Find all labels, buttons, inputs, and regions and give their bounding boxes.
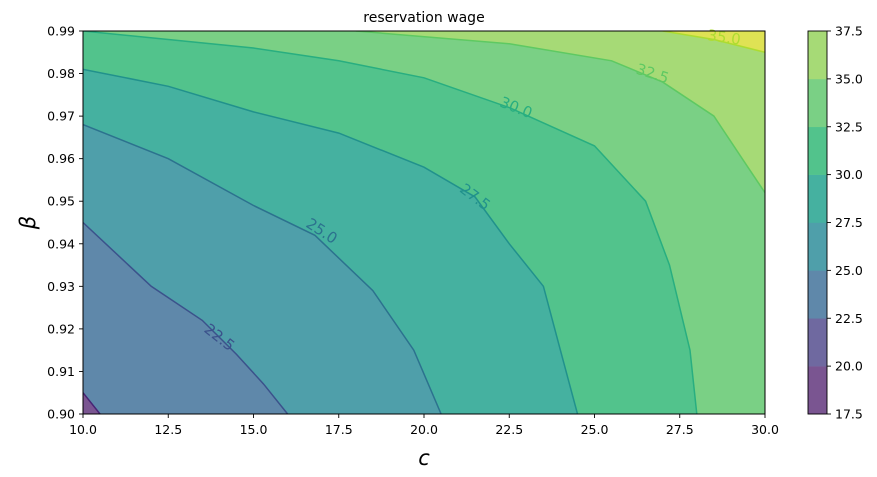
y-tick-label: 0.93 bbox=[47, 279, 75, 294]
x-tick-label: 17.5 bbox=[325, 422, 353, 437]
plot-area: 22.525.027.530.032.535.0 bbox=[82, 26, 766, 415]
x-tick-label: 30.0 bbox=[751, 422, 779, 437]
y-tick-label: 0.99 bbox=[47, 24, 75, 39]
x-tick-label: 12.5 bbox=[154, 422, 182, 437]
colorbar-tick-label: 17.5 bbox=[835, 407, 863, 422]
contour-band bbox=[355, 31, 765, 193]
contour-lines bbox=[83, 31, 765, 414]
colorbar-tick-label: 30.0 bbox=[835, 167, 863, 182]
filled-contours bbox=[83, 31, 765, 414]
y-tick-label: 0.91 bbox=[47, 364, 75, 379]
contour-line bbox=[662, 31, 765, 54]
x-tick-label: 15.0 bbox=[240, 422, 268, 437]
y-tick-label: 0.98 bbox=[47, 66, 75, 81]
y-tick-label: 0.96 bbox=[47, 151, 75, 166]
colorbar-tick-label: 22.5 bbox=[835, 311, 863, 326]
y-tick-label: 0.95 bbox=[47, 194, 75, 209]
colorbar-segment bbox=[808, 31, 827, 80]
x-axis-label: c bbox=[418, 446, 430, 470]
contour-line bbox=[83, 221, 289, 414]
colorbar-segment bbox=[808, 318, 827, 367]
colorbar-segment bbox=[808, 78, 827, 128]
y-axis: 0.90 0.91 0.92 0.93 0.94 0.95 0.96 0.97 0.98 0.99 bbox=[47, 24, 83, 422]
colorbar-segment bbox=[808, 174, 827, 223]
y-tick-label: 0.90 bbox=[47, 407, 75, 422]
chart-title: reservation wage bbox=[363, 10, 484, 26]
y-tick-label: 0.97 bbox=[47, 109, 75, 124]
x-tick-label: 22.5 bbox=[495, 422, 523, 437]
y-tick-label: 0.92 bbox=[47, 321, 75, 336]
colorbar-tick-label: 25.0 bbox=[835, 263, 863, 278]
x-tick-label: 10.0 bbox=[69, 422, 97, 437]
y-tick-label: 0.94 bbox=[47, 236, 75, 251]
contour-line bbox=[83, 123, 442, 414]
x-tick-label: 27.5 bbox=[666, 422, 694, 437]
colorbar-tick-label: 32.5 bbox=[835, 119, 863, 134]
colorbar-tick-label: 20.0 bbox=[835, 359, 863, 374]
x-tick-label: 25.0 bbox=[581, 422, 609, 437]
colorbar-segment bbox=[808, 270, 827, 319]
x-axis: 10.0 12.5 15.0 17.5 20.0 22.5 25.0 27.5 30.0 bbox=[69, 414, 779, 437]
contour-line bbox=[83, 68, 579, 414]
colorbar-segment bbox=[808, 366, 827, 415]
contour-line bbox=[83, 392, 101, 414]
contour-band bbox=[662, 31, 765, 53]
contour-line bbox=[83, 31, 698, 414]
colorbar-tick-label: 35.0 bbox=[835, 71, 863, 86]
contour-label: 35.0 bbox=[706, 26, 742, 48]
y-axis-label: β bbox=[16, 216, 40, 230]
contour-line bbox=[355, 31, 765, 194]
colorbar-segment bbox=[808, 222, 827, 271]
colorbar: 17.5 20.0 22.5 25.0 27.5 30.0 32.5 35.0 37.5 bbox=[807, 24, 863, 422]
contour-band bbox=[83, 31, 765, 414]
colorbar-tick-label: 27.5 bbox=[835, 215, 863, 230]
x-tick-label: 20.0 bbox=[410, 422, 438, 437]
colorbar-segment bbox=[808, 126, 827, 175]
colorbar-tick-label: 37.5 bbox=[835, 24, 863, 39]
